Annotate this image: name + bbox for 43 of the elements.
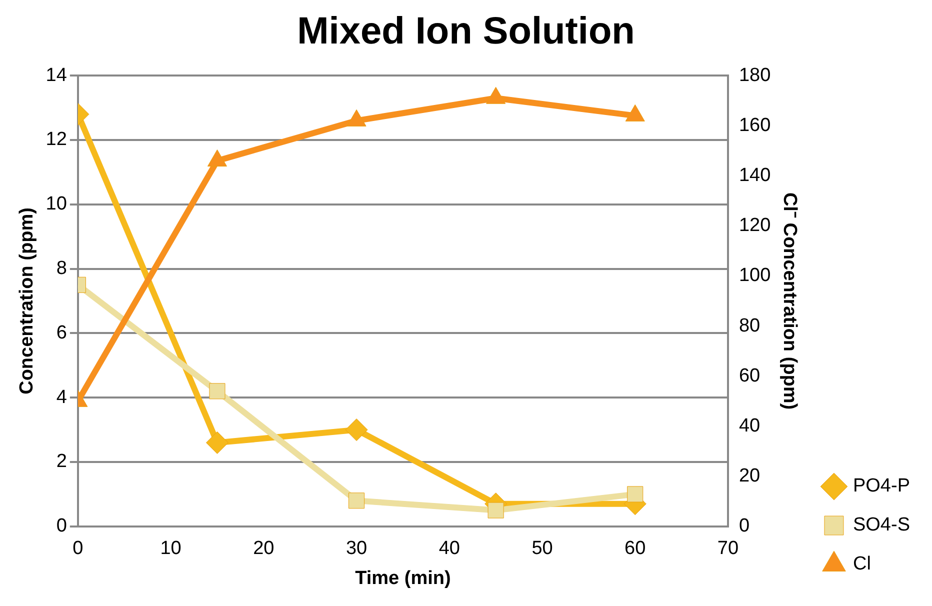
point <box>488 502 504 518</box>
x-tick-label: 40 <box>438 538 460 560</box>
x-tick-label: 30 <box>346 538 368 560</box>
point <box>625 104 645 122</box>
x-tick-label: 10 <box>160 538 182 560</box>
y2-tick-label: 20 <box>738 466 760 487</box>
legend-label: PO4-P <box>852 476 910 497</box>
x-tick-label: 60 <box>624 538 646 560</box>
legend-label: SO4-S <box>852 514 910 536</box>
x-tick-label: 20 <box>253 538 274 560</box>
y-tick-label: 14 <box>46 64 68 86</box>
point <box>346 109 366 126</box>
y-tick-label: 12 <box>46 129 67 150</box>
y2-tick-label: 0 <box>738 516 750 537</box>
point <box>345 418 368 442</box>
y-axis-title: Concentration (ppm) <box>16 208 38 394</box>
y-tick-label: 6 <box>56 322 67 344</box>
y2-tick-label: 180 <box>738 64 771 86</box>
point <box>206 431 228 454</box>
x-tick-label: 70 <box>717 538 739 560</box>
chart-title: Mixed Ion Solution <box>297 10 635 52</box>
y2-tick-label: 60 <box>738 365 760 386</box>
y-tick-label: 2 <box>56 451 67 472</box>
point <box>627 486 644 502</box>
point <box>348 492 365 509</box>
y-tick-label: 4 <box>56 386 68 408</box>
y2-tick-label: 160 <box>738 114 771 136</box>
x-tick-label: 50 <box>532 538 553 560</box>
y2-tick-label: 80 <box>738 315 760 336</box>
y2-tick-label: 100 <box>738 265 771 286</box>
point <box>207 150 228 166</box>
y2-axis-title: Cl⁻ Concentration (ppm) <box>778 192 800 410</box>
y2-tick-label: 120 <box>738 215 771 236</box>
point <box>209 383 226 400</box>
x-tick-label: 0 <box>72 538 84 560</box>
y2-tick-label: 40 <box>738 415 760 436</box>
legend-label: Cl <box>852 554 871 575</box>
x-axis-title: Time (min) <box>355 568 451 589</box>
y-tick-label: 8 <box>56 258 67 280</box>
y-tick-label: 0 <box>56 516 67 537</box>
y2-tick-label: 140 <box>738 165 771 186</box>
y-tick-label: 10 <box>46 194 67 215</box>
point <box>486 86 506 104</box>
